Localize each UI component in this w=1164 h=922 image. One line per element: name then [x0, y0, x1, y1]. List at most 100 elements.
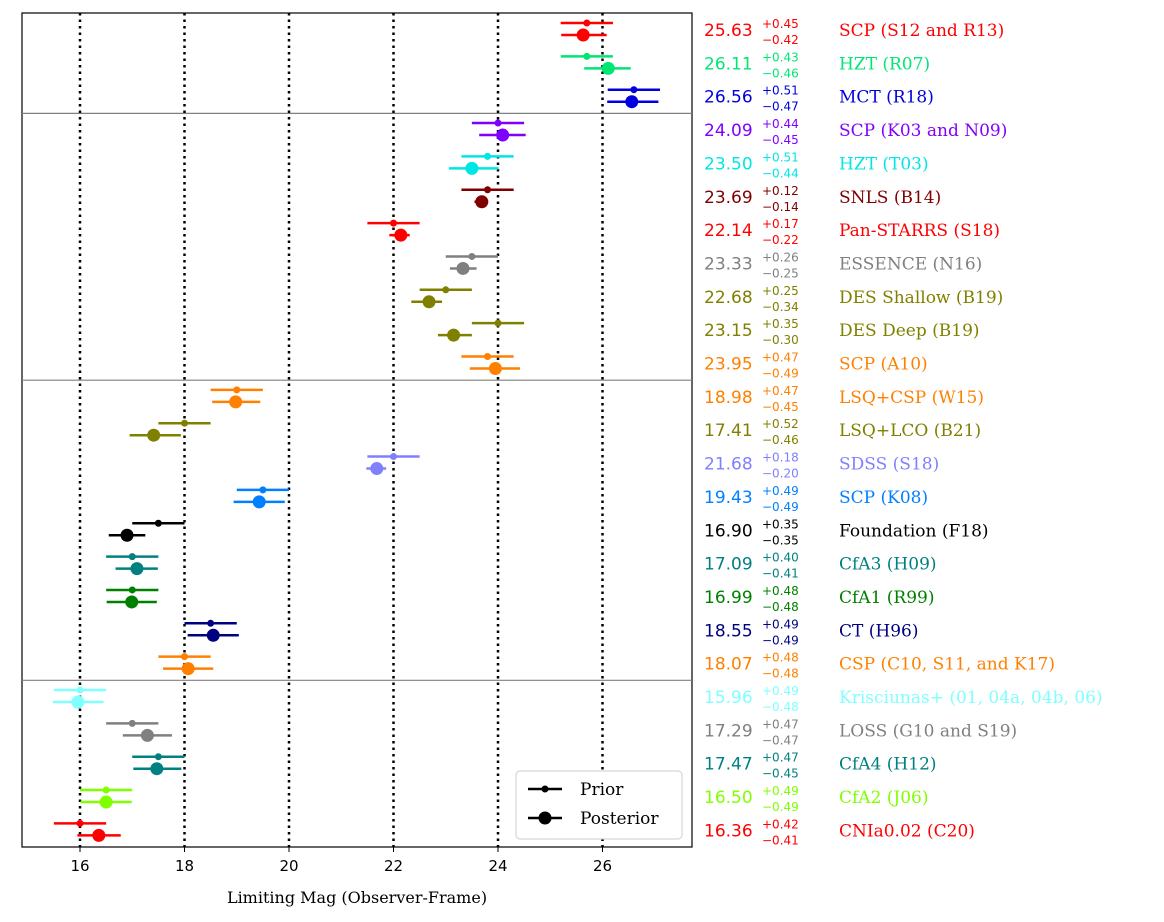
posterior-point: [488, 362, 502, 375]
survey-error-plus: +0.18: [762, 451, 799, 465]
survey-value: 23.15: [704, 321, 753, 341]
survey-error-plus: +0.35: [762, 317, 799, 331]
survey-name: LSQ+LCO (B21): [839, 421, 981, 441]
prior-point: [76, 686, 84, 694]
posterior-point: [71, 695, 85, 709]
survey-label-group: 16.50 +0.49 −0.49 CfA2 (J06): [704, 784, 929, 814]
prior-point: [128, 553, 136, 561]
survey-name: CfA1 (R99): [839, 588, 935, 608]
posterior-point: [370, 462, 384, 476]
survey-error-minus: −0.42: [762, 33, 799, 47]
survey-name: CSP (C10, S11, and K17): [839, 655, 1055, 675]
survey-name: CfA3 (H09): [839, 555, 937, 575]
plot-frame: [21, 12, 693, 848]
posterior-point: [625, 95, 639, 109]
survey-label-group: 22.68 +0.25 −0.34 DES Shallow (B19): [704, 284, 1003, 314]
survey-value: 23.95: [704, 355, 753, 375]
posterior-point: [99, 795, 113, 809]
survey-mark-group: [367, 219, 420, 242]
survey-name: ESSENCE (N16): [839, 254, 982, 274]
survey-mark-group: [106, 553, 159, 576]
survey-error-plus: +0.52: [762, 417, 799, 431]
x-tick-label: 16: [70, 857, 89, 875]
legend: Prior Posterior: [515, 770, 683, 840]
survey-mark-group: [366, 453, 420, 476]
survey-error-plus: +0.47: [762, 717, 799, 731]
survey-value: 16.36: [704, 821, 753, 841]
survey-name: Krisciunas+ (01, 04a, 04b, 06): [839, 688, 1103, 708]
survey-error-minus: −0.47: [762, 100, 799, 114]
prior-point: [583, 52, 591, 60]
survey-mark-group: [129, 419, 211, 442]
survey-label-group: 18.07 +0.48 −0.48 CSP (C10, S11, and K17): [704, 651, 1055, 681]
survey-label-group: 17.29 +0.47 −0.47 LOSS (G10 and S19): [704, 717, 1017, 747]
survey-error-minus: −0.49: [762, 367, 799, 381]
posterior-point: [181, 662, 195, 676]
survey-error-plus: +0.45: [762, 17, 799, 31]
survey-mark-group: [158, 653, 214, 676]
survey-error-minus: −0.46: [762, 433, 799, 447]
survey-label-group: 22.14 +0.17 −0.22 Pan-STARRS (S18): [704, 217, 1000, 247]
prior-point: [484, 186, 492, 194]
survey-error-plus: +0.51: [762, 84, 799, 98]
x-tick-label: 22: [384, 857, 403, 875]
survey-error-minus: −0.49: [762, 633, 799, 647]
survey-value: 16.50: [704, 788, 753, 808]
survey-value: 22.14: [704, 221, 753, 241]
group-separators: [22, 112, 692, 681]
survey-value: 17.09: [704, 555, 753, 575]
survey-error-plus: +0.42: [762, 817, 799, 831]
survey-value: 18.98: [704, 388, 753, 408]
survey-label-group: 16.90 +0.35 −0.35 Foundation (F18): [704, 517, 989, 547]
posterior-point: [206, 628, 220, 642]
prior-point: [442, 286, 450, 294]
survey-name: SCP (K03 and N09): [839, 121, 1007, 141]
survey-name: SCP (A10): [839, 355, 928, 375]
survey-value: 23.69: [704, 188, 753, 208]
prior-point: [128, 719, 136, 727]
survey-name: Foundation (F18): [839, 521, 989, 541]
survey-value: 17.47: [704, 755, 753, 775]
posterior-point: [150, 762, 164, 776]
survey-mark-group: [53, 819, 121, 842]
survey-name: DES Deep (B19): [839, 321, 980, 341]
survey-mark-group: [607, 86, 660, 109]
survey-name: LSQ+CSP (W15): [839, 388, 984, 408]
survey-error-plus: +0.49: [762, 684, 799, 698]
survey-mark-group: [461, 186, 514, 209]
survey-mark-group: [108, 519, 185, 542]
legend-prior-marker: [541, 785, 549, 793]
survey-mark-group: [80, 786, 133, 809]
posterior-point: [147, 428, 161, 442]
survey-error-minus: −0.20: [762, 467, 799, 481]
legend-prior-label: Prior: [580, 780, 624, 800]
survey-mark-group: [560, 52, 631, 75]
survey-name: HZT (R07): [839, 54, 930, 74]
posterior-point: [120, 528, 134, 542]
survey-mark-group: [437, 319, 525, 342]
survey-label-group: 16.36 +0.42 −0.41 CNIa0.02 (C20): [704, 817, 975, 847]
survey-error-minus: −0.45: [762, 767, 799, 781]
survey-value: 25.63: [704, 21, 753, 41]
x-axis-label: Limiting Mag (Observer-Frame): [227, 888, 487, 907]
posterior-point: [252, 495, 266, 509]
survey-mark-group: [106, 586, 159, 609]
x-tick-label: 18: [175, 857, 194, 875]
prior-point: [468, 252, 476, 260]
survey-label-group: 24.09 +0.44 −0.45 SCP (K03 and N09): [704, 117, 1007, 147]
survey-name: CfA4 (H12): [839, 755, 937, 775]
survey-error-plus: +0.26: [762, 250, 799, 264]
survey-error-minus: −0.14: [762, 200, 799, 214]
survey-mark-group: [132, 753, 185, 776]
survey-mark-group: [184, 619, 239, 642]
survey-error-plus: +0.49: [762, 784, 799, 798]
survey-label-group: 17.09 +0.40 −0.41 CfA3 (H09): [704, 551, 937, 581]
survey-label-group: 19.43 +0.49 −0.49 SCP (K08): [704, 484, 928, 514]
survey-mark-group: [461, 353, 520, 375]
survey-error-minus: −0.49: [762, 800, 799, 814]
survey-value: 24.09: [704, 121, 753, 141]
survey-mark-group: [445, 252, 498, 275]
survey-label-group: 23.15 +0.35 −0.30 DES Deep (B19): [704, 317, 980, 347]
survey-error-minus: −0.45: [762, 133, 799, 147]
